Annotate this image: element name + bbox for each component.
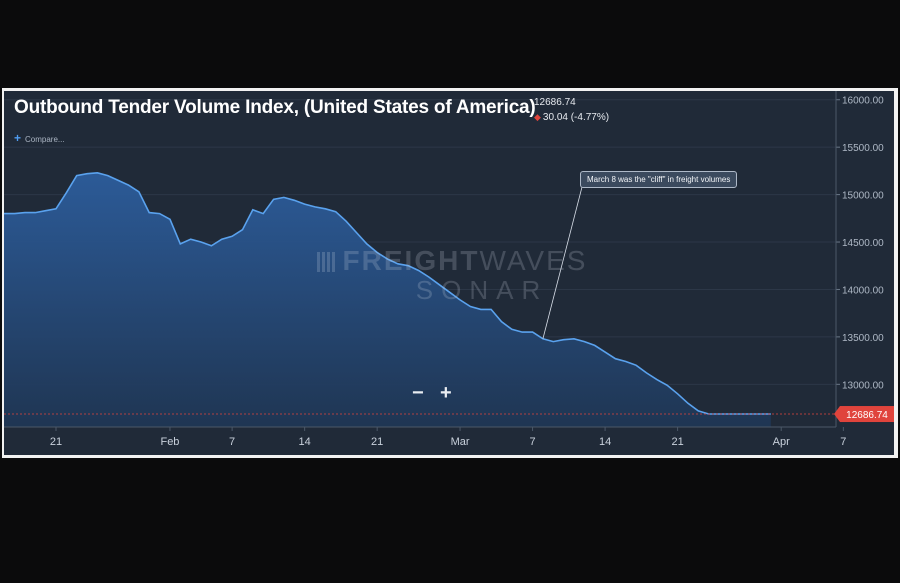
change-readout: ◆ 30.04 (-4.77%) xyxy=(534,112,609,123)
last-value-badge: 12686.74 xyxy=(834,406,894,423)
x-tick-label: 7 xyxy=(229,436,235,448)
y-tick-label: 14000.00 xyxy=(842,285,884,296)
series-area xyxy=(4,172,771,427)
y-tick-label: 13000.00 xyxy=(842,380,884,391)
x-axis: 21 Feb 7 14 21 Mar 7 14 21 Apr 7 xyxy=(50,427,846,448)
badge-box xyxy=(840,406,894,423)
y-axis: 13000.00 13500.00 14000.00 14500.00 15000.00… xyxy=(835,91,884,427)
y-tick-label: 13500.00 xyxy=(842,333,884,344)
x-tick-label: 21 xyxy=(50,436,62,448)
y-tick-label: 16000.00 xyxy=(842,96,884,107)
chart-panel: 21 Feb 7 14 21 Mar 7 14 21 Apr 7 13000.00 13500.00 1… xyxy=(4,91,894,455)
x-tick-label: 7 xyxy=(529,436,535,448)
down-diamond-icon: ◆ xyxy=(534,112,541,122)
x-tick-label: 21 xyxy=(371,436,383,448)
series-line[interactable] xyxy=(4,161,771,415)
chart-title: Outbound Tender Volume Index, (United St… xyxy=(14,97,536,118)
change-text: 30.04 (-4.77%) xyxy=(542,112,610,123)
x-tick-label: 7 xyxy=(840,436,846,448)
x-tick-label: Feb xyxy=(160,436,179,448)
plus-icon: + xyxy=(14,131,22,145)
x-tick-label: 14 xyxy=(299,436,311,448)
badge-pointer xyxy=(834,406,840,423)
y-tick-label: 15500.00 xyxy=(842,143,884,154)
x-tick-label: 14 xyxy=(599,436,611,448)
compare-label: Compare... xyxy=(25,135,65,144)
annotation-callout: March 8 was the "cliff" in freight volum… xyxy=(580,171,738,188)
y-tick-label: 14500.00 xyxy=(842,238,884,249)
y-tick-label: 15000.00 xyxy=(842,191,884,202)
chart-svg[interactable]: 21 Feb 7 14 21 Mar 7 14 21 Apr 7 13000.0013500.001… xyxy=(4,91,894,455)
zoom-in-button[interactable]: + xyxy=(440,382,452,404)
badge-value: 12686.74 xyxy=(846,410,888,421)
zoom-out-button[interactable]: − xyxy=(412,382,424,404)
annotation-leader xyxy=(542,186,583,339)
x-tick-label: Apr xyxy=(773,436,790,448)
compare-button[interactable]: + Compare... xyxy=(14,131,65,145)
last-value-readout: 12686.74 xyxy=(534,97,576,108)
x-tick-label: Mar xyxy=(451,436,470,448)
x-tick-label: 21 xyxy=(671,436,683,448)
